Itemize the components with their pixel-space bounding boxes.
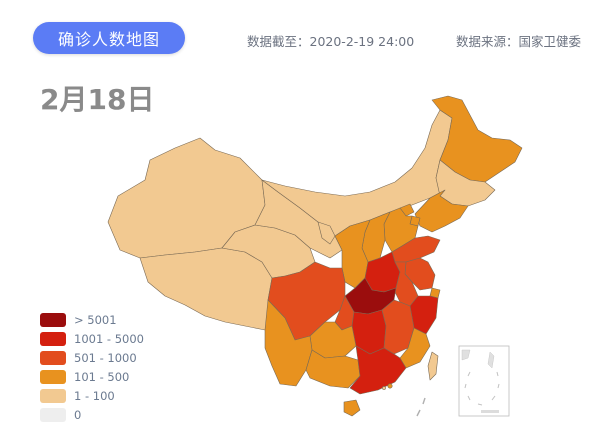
data-date-text: 数据截至：2020-2-19 24:00 (247, 34, 415, 49)
legend-item[interactable]: 101 - 500 (40, 367, 144, 386)
legend-swatch (40, 388, 66, 403)
region-hongkong[interactable] (387, 383, 393, 389)
south-china-sea-inset (458, 345, 510, 417)
legend-item[interactable]: 501 - 1000 (40, 348, 144, 367)
legend-label: 501 - 1000 (74, 350, 137, 365)
legend-swatch (40, 331, 66, 346)
legend-swatch (40, 369, 66, 384)
map-date-label: 2月18日 (40, 83, 155, 116)
region-heilongjiang[interactable] (431, 95, 523, 183)
dash-line-group (416, 397, 426, 417)
legend-item[interactable]: 0 (40, 405, 144, 424)
legend-item[interactable]: 1001 - 5000 (40, 329, 144, 348)
legend: > 5001 1001 - 5000 501 - 1000 101 - 500 1 - … (40, 310, 144, 424)
legend-item[interactable]: > 5001 (40, 310, 144, 329)
region-ningxia[interactable] (317, 221, 336, 245)
legend-label: 1 - 100 (74, 388, 115, 403)
region-taiwan[interactable] (427, 351, 439, 381)
region-hainan[interactable] (343, 399, 361, 417)
region-macau[interactable] (382, 386, 386, 390)
legend-item[interactable]: 1 - 100 (40, 386, 144, 405)
legend-swatch (40, 312, 66, 327)
data-source-text: 数据来源：国家卫健委 (456, 34, 582, 49)
legend-label: > 5001 (74, 312, 117, 327)
legend-label: 0 (74, 407, 82, 422)
legend-label: 101 - 500 (74, 369, 130, 384)
legend-label: 1001 - 5000 (74, 331, 144, 346)
legend-swatch (40, 407, 66, 422)
legend-swatch (40, 350, 66, 365)
region-yunnan[interactable] (264, 299, 313, 387)
region-guangdong[interactable] (349, 345, 407, 395)
map-title-button[interactable]: 确诊人数地图 (33, 22, 185, 54)
region-jilin[interactable] (435, 159, 496, 207)
region-guangxi[interactable] (305, 349, 361, 389)
